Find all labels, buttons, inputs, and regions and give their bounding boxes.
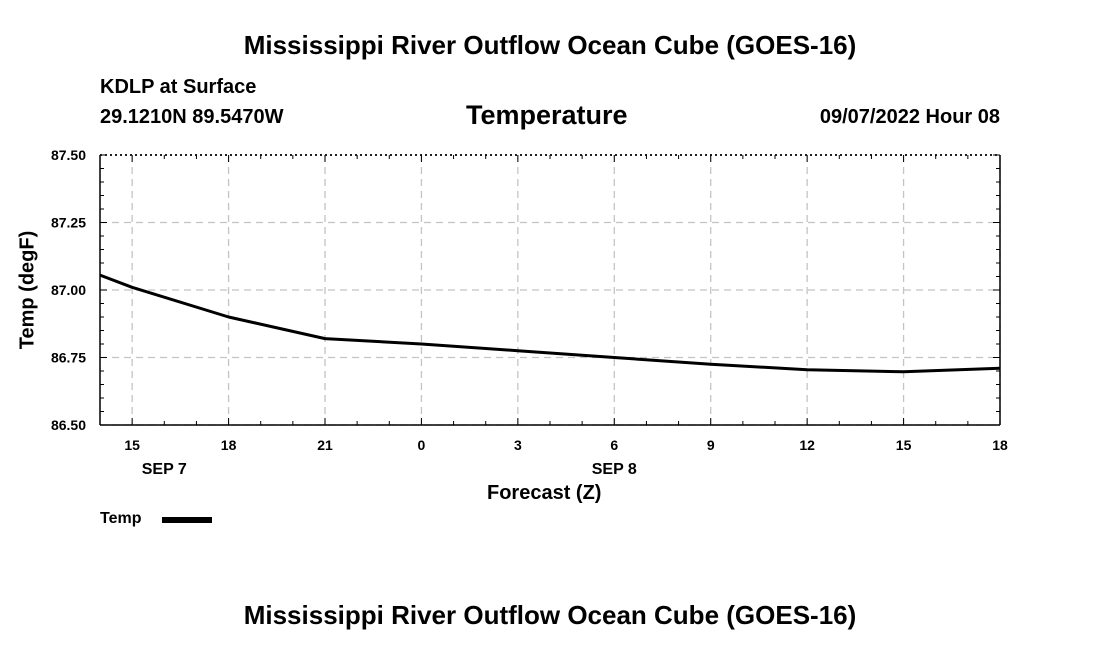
legend-label: Temp [100,510,142,527]
y-tick-label: 87.50 [51,147,86,163]
y-tick-label: 87.25 [51,215,86,231]
coordinates-label: 29.1210N 89.5470W [100,106,284,128]
datetime-label: 09/07/2022 Hour 08 [819,106,1000,128]
chart-title: Temperature [466,100,628,130]
x-date-label: SEP 7 [142,461,187,478]
y-tick-label: 87.00 [51,282,86,298]
x-tick-label: 15 [896,437,912,453]
x-tick-label: 21 [317,437,333,453]
x-tick-label: 18 [992,437,1008,453]
x-date-label: SEP 8 [592,461,637,478]
x-tick-label: 15 [124,437,140,453]
series-line-temp [99,273,1001,374]
y-tick-label: 86.50 [51,417,86,433]
x-tick-label: 3 [514,437,522,453]
x-axis-label: Forecast (Z) [487,482,602,504]
x-tick-label: 18 [221,437,237,453]
main-title: Mississippi River Outflow Ocean Cube (GO… [243,30,857,60]
y-tick-label: 86.75 [51,350,86,366]
x-tick-label: 6 [610,437,618,453]
station-label: KDLP at Surface [100,76,257,98]
y-axis-label: Temp (degF) [16,230,39,350]
legend-line-swatch [162,517,212,523]
x-tick-label: 9 [707,437,715,453]
x-tick-label: 0 [418,437,426,453]
x-tick-label: 12 [799,437,815,453]
footer-title: Mississippi River Outflow Ocean Cube (GO… [243,600,857,630]
